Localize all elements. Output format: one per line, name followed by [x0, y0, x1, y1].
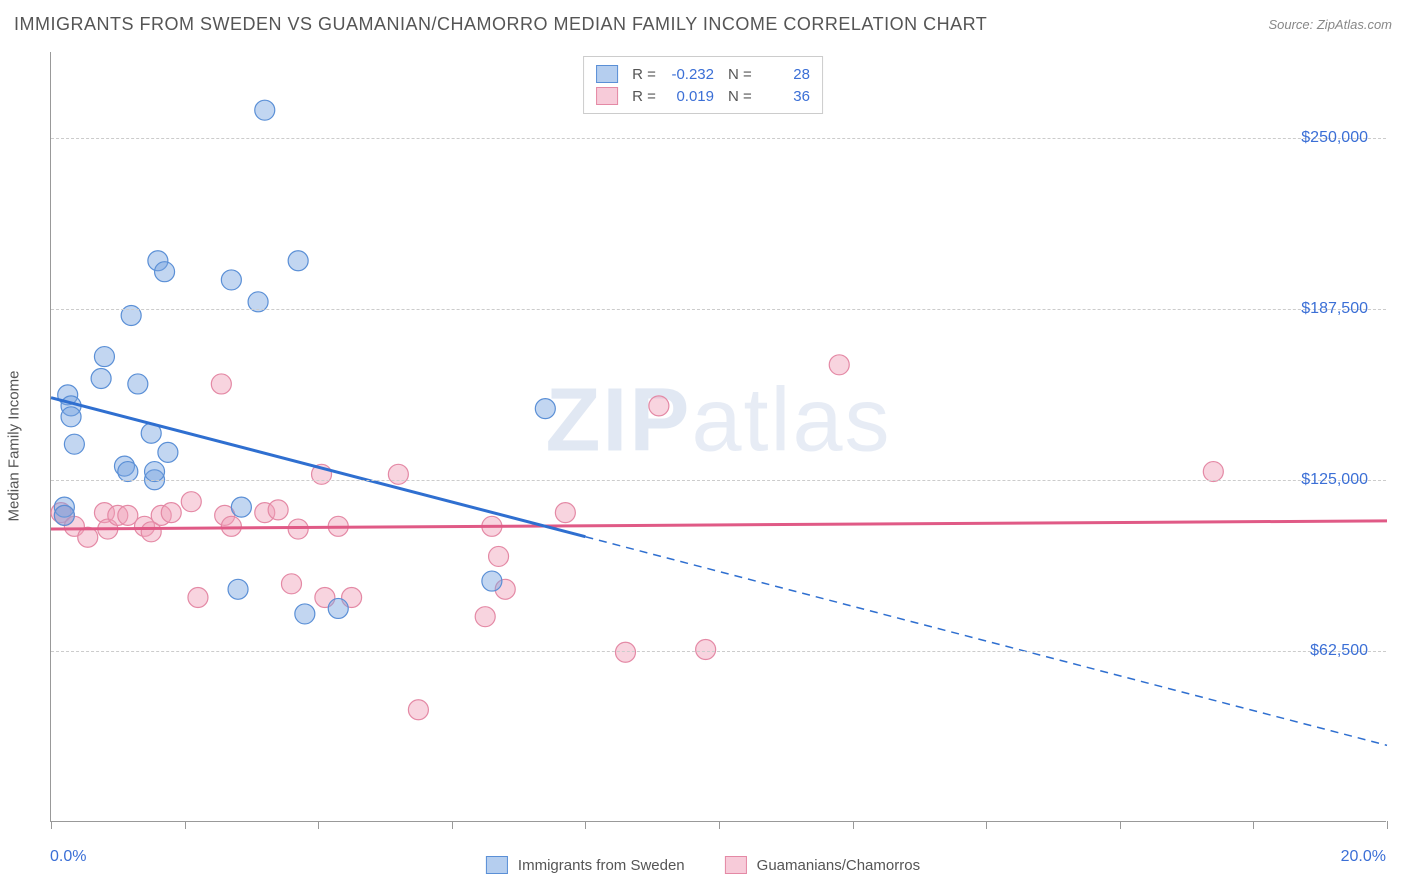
- data-point-guam: [615, 642, 635, 662]
- legend-label: Immigrants from Sweden: [518, 857, 685, 874]
- x-tick: [318, 821, 319, 829]
- corr-n-label: N = 36: [728, 88, 810, 105]
- data-point-sweden: [64, 434, 84, 454]
- gridline: [51, 138, 1386, 139]
- x-tick: [585, 821, 586, 829]
- legend-item-guam: Guamanians/Chamorros: [725, 856, 920, 874]
- legend-label: Guamanians/Chamorros: [757, 857, 920, 874]
- data-point-guam: [649, 396, 669, 416]
- data-point-sweden: [54, 505, 74, 525]
- data-point-guam: [388, 464, 408, 484]
- swatch-sweden-icon: [486, 856, 508, 874]
- data-point-guam: [696, 640, 716, 660]
- data-point-sweden: [145, 462, 165, 482]
- corr-row-guam: R = 0.019 N = 36: [596, 85, 810, 107]
- data-point-sweden: [231, 497, 251, 517]
- data-point-guam: [281, 574, 301, 594]
- data-point-sweden: [328, 598, 348, 618]
- swatch-guam-icon: [725, 856, 747, 874]
- data-point-sweden: [482, 571, 502, 591]
- correlation-legend: R = -0.232 N = 28 R = 0.019 N = 36: [583, 56, 823, 114]
- data-point-sweden: [94, 347, 114, 367]
- x-tick: [719, 821, 720, 829]
- gridline: [51, 651, 1386, 652]
- data-point-guam: [188, 588, 208, 608]
- data-point-sweden: [155, 262, 175, 282]
- chart-source: Source: ZipAtlas.com: [1268, 17, 1392, 32]
- y-tick-label: $125,000: [1301, 471, 1368, 489]
- chart-title: IMMIGRANTS FROM SWEDEN VS GUAMANIAN/CHAM…: [14, 14, 987, 35]
- data-point-sweden: [118, 462, 138, 482]
- y-tick-label: $62,500: [1310, 642, 1368, 660]
- data-point-guam: [1203, 462, 1223, 482]
- data-point-sweden: [91, 368, 111, 388]
- plot-svg: [51, 52, 1386, 821]
- x-tick: [1253, 821, 1254, 829]
- data-point-sweden: [288, 251, 308, 271]
- y-axis-title: Median Family Income: [6, 371, 23, 522]
- data-point-sweden: [221, 270, 241, 290]
- chart-header: IMMIGRANTS FROM SWEDEN VS GUAMANIAN/CHAM…: [14, 14, 1392, 35]
- corr-row-sweden: R = -0.232 N = 28: [596, 63, 810, 85]
- data-point-sweden: [535, 399, 555, 419]
- corr-n-label: N = 28: [728, 66, 810, 83]
- data-point-guam: [489, 546, 509, 566]
- data-point-guam: [475, 607, 495, 627]
- data-point-guam: [268, 500, 288, 520]
- data-point-guam: [161, 503, 181, 523]
- legend-item-sweden: Immigrants from Sweden: [486, 856, 685, 874]
- data-point-sweden: [158, 442, 178, 462]
- swatch-guam-icon: [596, 87, 618, 105]
- data-point-sweden: [295, 604, 315, 624]
- x-tick: [185, 821, 186, 829]
- corr-r-label: R = -0.232: [632, 66, 714, 83]
- series-legend: Immigrants from Sweden Guamanians/Chamorr…: [486, 856, 920, 874]
- data-point-guam: [211, 374, 231, 394]
- x-tick: [51, 821, 52, 829]
- gridline: [51, 309, 1386, 310]
- corr-r-label: R = 0.019: [632, 88, 714, 105]
- data-point-guam: [408, 700, 428, 720]
- data-point-sweden: [255, 100, 275, 120]
- x-tick: [986, 821, 987, 829]
- y-tick-label: $187,500: [1301, 300, 1368, 318]
- data-point-guam: [221, 516, 241, 536]
- x-tick: [1387, 821, 1388, 829]
- trend-line-guam: [51, 521, 1387, 529]
- data-point-guam: [555, 503, 575, 523]
- data-point-sweden: [61, 407, 81, 427]
- plot-area: ZIPatlas $62,500$125,000$187,500$250,000: [50, 52, 1386, 822]
- x-label-max: 20.0%: [1341, 848, 1386, 866]
- data-point-guam: [829, 355, 849, 375]
- x-tick: [452, 821, 453, 829]
- x-tick: [1120, 821, 1121, 829]
- data-point-sweden: [128, 374, 148, 394]
- y-tick-label: $250,000: [1301, 129, 1368, 147]
- data-point-sweden: [228, 579, 248, 599]
- x-label-min: 0.0%: [50, 848, 86, 866]
- data-point-guam: [181, 492, 201, 512]
- x-tick: [853, 821, 854, 829]
- gridline: [51, 480, 1386, 481]
- swatch-sweden-icon: [596, 65, 618, 83]
